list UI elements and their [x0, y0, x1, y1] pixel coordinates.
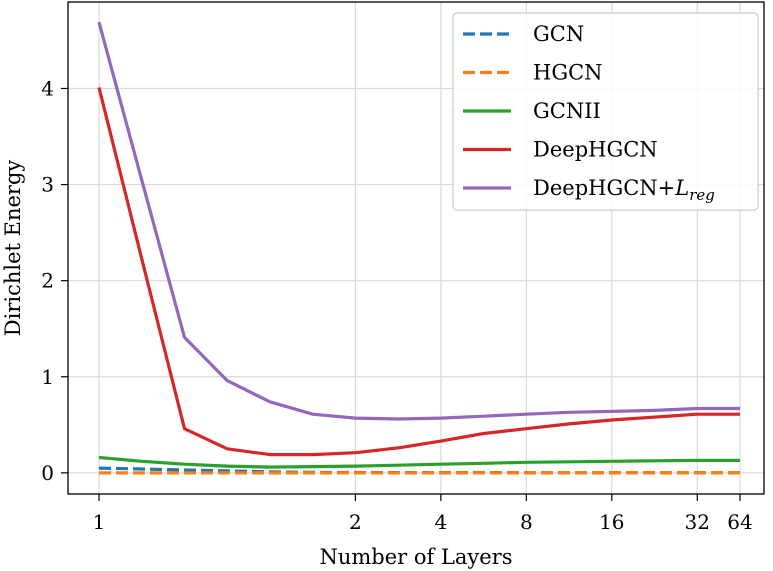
y-tick-label: 4	[41, 76, 54, 100]
y-tick-label: 0	[41, 461, 54, 485]
legend-label-main: GCNII	[533, 99, 601, 123]
x-tick-label: 32	[685, 510, 710, 534]
legend-label-main: HGCN	[533, 61, 603, 85]
plot-frame	[67, 1, 765, 495]
legend-label-main: GCN	[533, 22, 584, 46]
legend-label-main: DeepHGCN	[533, 138, 658, 162]
legend-label: HGCN	[533, 61, 603, 85]
legend-label: GCN	[533, 22, 584, 46]
y-tick-label: 1	[41, 365, 54, 389]
legend-label: GCNII	[533, 99, 601, 123]
legend-label: DeepHGCN+Lreg	[533, 176, 715, 204]
x-axis-label: Number of Layers	[319, 545, 512, 569]
legend-label: DeepHGCN	[533, 138, 658, 162]
series-line-deephgcn-l-reg	[97, 21, 740, 421]
series-layer	[97, 21, 740, 475]
legend: GCN HGCN GCNII DeepHGCN DeepHGCN+Lreg	[452, 12, 759, 211]
legend-label-main: DeepHGCN+	[533, 176, 675, 200]
y-axis-label: Dirichlet Energy	[1, 160, 25, 337]
x-tick-label: 1	[93, 510, 106, 534]
x-tick-label: 64	[727, 510, 752, 534]
ticks: 1 2 4 8 16 32 64 0 1 2 3 4	[41, 76, 752, 534]
x-tick-label: 4	[434, 510, 447, 534]
legend-box	[452, 12, 759, 211]
x-tick-label: 16	[599, 510, 624, 534]
x-tick-label: 8	[520, 510, 533, 534]
legend-label-italic: L	[674, 176, 689, 200]
series-line-gcnii	[98, 455, 740, 469]
x-tick-label: 2	[349, 510, 362, 534]
y-tick-label: 3	[41, 173, 54, 197]
y-tick-label: 2	[41, 269, 54, 293]
legend-label-subscript: reg	[689, 186, 715, 204]
series-line-deephgcn	[97, 87, 740, 457]
